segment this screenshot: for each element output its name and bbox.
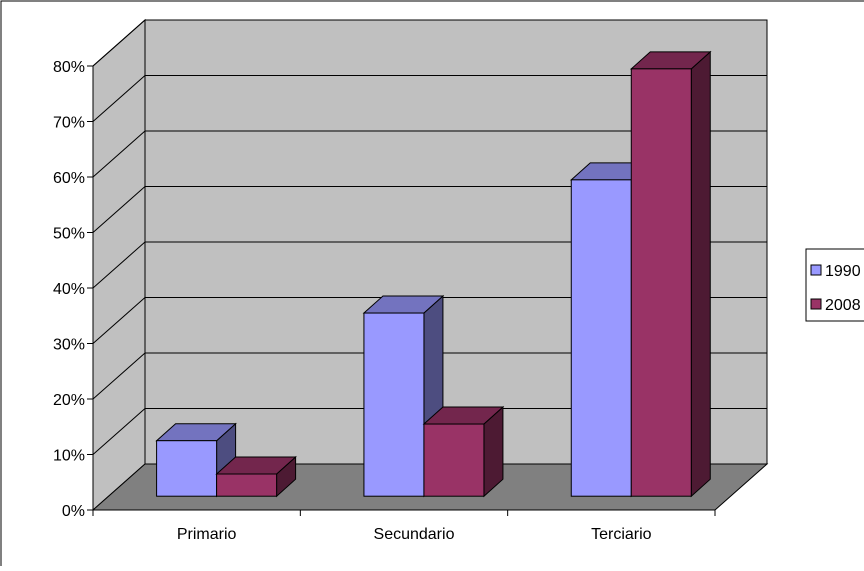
gridline [92,186,767,233]
gridline [92,241,767,289]
gridline [92,352,767,400]
x-tick-label: Primario [177,526,237,543]
y-tick-label: 0% [62,503,85,520]
legend-swatch-1990 [810,264,822,276]
gridline [92,75,767,122]
gridline [92,297,767,344]
y-tick-label: 50% [53,226,85,243]
bar-2008-Primario [215,455,297,498]
y-tick-label: 80% [53,59,85,76]
bar-front [156,440,218,497]
gridline [92,19,767,67]
bars [155,50,712,498]
bar-front [630,68,692,497]
bar-front [570,179,632,497]
y-tick-label: 60% [53,170,85,187]
y-tick-label: 40% [53,281,85,298]
bar-1990-Secundario [362,294,445,498]
x-tick-label: Secundario [374,526,455,543]
gridline [92,130,767,178]
legend-label: 1990 [825,263,861,280]
bar-side [690,50,711,498]
x-axis: Primario Secundario Terciario [92,509,716,543]
legend: 1990 2008 [805,248,864,322]
y-tick-label: 70% [53,115,85,132]
gridline [92,408,767,455]
y-tick-label: 10% [53,448,85,465]
bar-2008-Secundario [422,405,505,498]
y-axis: 0% 10% 20% 30% 40% 50% 60% 70% 80% [53,59,94,520]
legend-label: 2008 [825,297,861,314]
bar-front [423,423,485,497]
x-tick-label: Terciario [591,526,652,543]
y-tick-label: 30% [53,337,85,354]
legend-swatch-2008 [810,298,822,310]
bar-front [216,473,278,497]
y-tick-label: 20% [53,392,85,409]
bar-2008-Terciario [629,50,712,498]
bar-front [363,312,425,497]
